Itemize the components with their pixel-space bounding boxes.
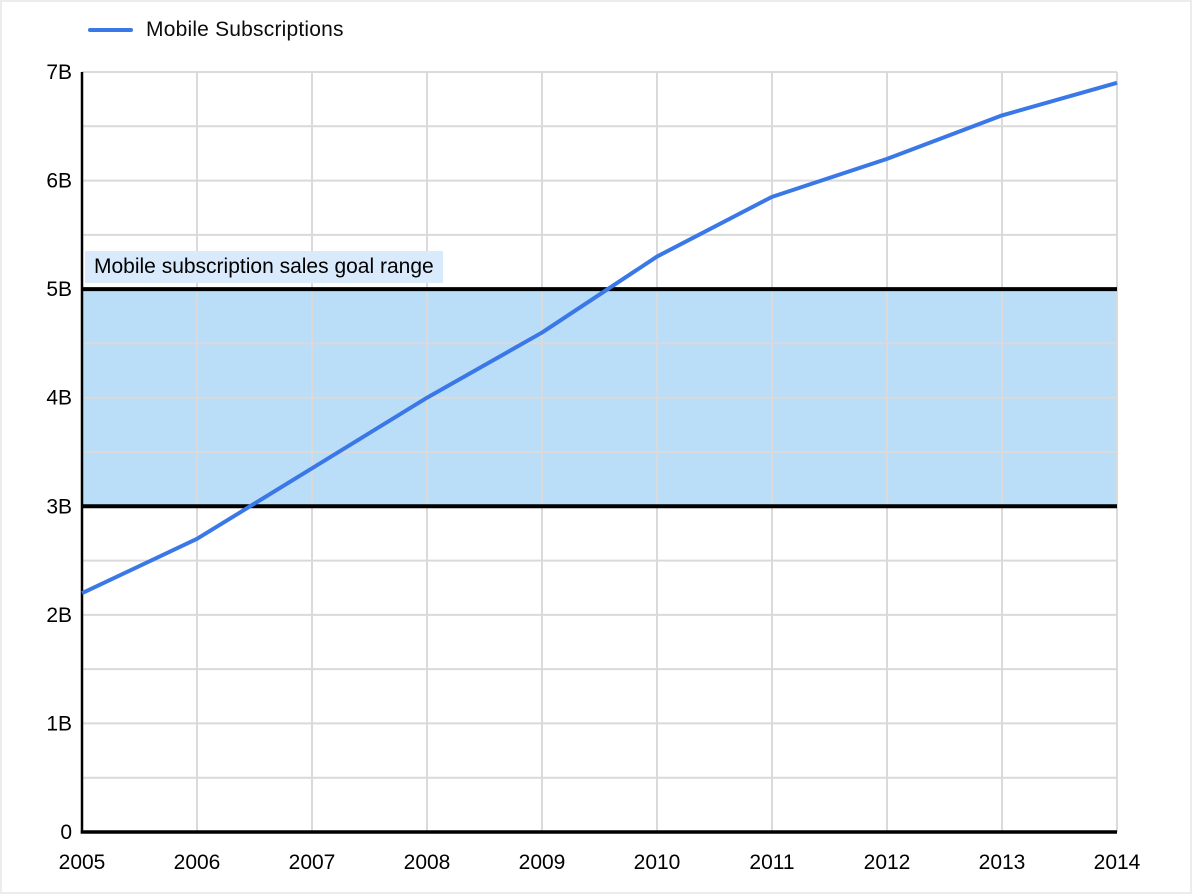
y-tick-label: 6B (46, 170, 72, 193)
y-tick-label: 7B (46, 61, 72, 84)
x-tick-label: 2010 (634, 851, 681, 874)
y-tick-label: 3B (46, 495, 72, 518)
x-tick-label: 2007 (289, 851, 336, 874)
y-tick-label: 5B (46, 278, 72, 301)
x-tick-label: 2006 (174, 851, 221, 874)
y-tick-label: 1B (46, 712, 72, 735)
legend-line-swatch (88, 28, 133, 32)
x-tick-label: 2005 (59, 851, 106, 874)
x-tick-label: 2013 (979, 851, 1026, 874)
y-tick-label: 2B (46, 604, 72, 627)
x-tick-label: 2011 (749, 851, 794, 874)
x-tick-label: 2012 (864, 851, 911, 874)
y-tick-label: 4B (46, 387, 72, 410)
goal-range-annotation-label: Mobile subscription sales goal range (85, 251, 443, 283)
legend: Mobile Subscriptions (88, 17, 344, 43)
x-tick-label: 2014 (1094, 851, 1141, 874)
x-tick-label: 2009 (519, 851, 566, 874)
series-line-mobile-subscriptions (81, 80, 1118, 595)
x-tick-label: 2008 (404, 851, 451, 874)
y-tick-label: 0 (60, 821, 72, 844)
legend-label: Mobile Subscriptions (146, 18, 344, 41)
